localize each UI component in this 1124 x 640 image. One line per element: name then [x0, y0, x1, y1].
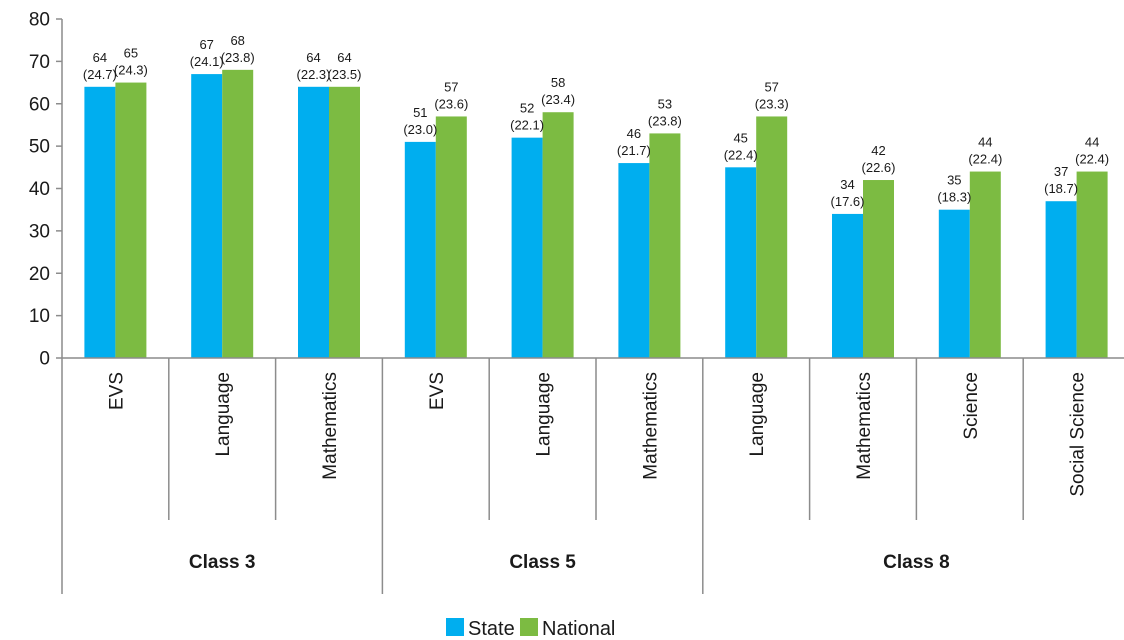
y-tick-label: 40	[29, 179, 50, 200]
bar-national	[756, 116, 788, 359]
value-label: 52	[520, 101, 534, 116]
sd-label: (24.1)	[190, 54, 224, 69]
sd-label: (22.6)	[862, 160, 896, 175]
sd-label: (18.3)	[937, 190, 971, 205]
sd-label: (23.8)	[221, 50, 255, 65]
sd-label: (23.8)	[648, 113, 682, 128]
bar-state	[404, 141, 436, 358]
sd-label: (18.7)	[1044, 181, 1078, 196]
value-label: 46	[627, 126, 641, 141]
bar-national	[969, 171, 1001, 358]
value-label: 64	[306, 50, 320, 65]
bar-state	[938, 209, 970, 358]
sd-label: (22.3)	[297, 67, 331, 82]
bar-national	[329, 86, 360, 359]
value-label: 44	[1085, 135, 1099, 150]
value-label: 64	[337, 50, 351, 65]
category-label: EVS	[106, 372, 127, 410]
y-tick-label: 80	[29, 10, 50, 31]
sd-label: (22.4)	[968, 152, 1002, 167]
sd-label: (23.3)	[755, 96, 789, 111]
value-label: 53	[658, 96, 672, 111]
y-tick-label: 10	[29, 306, 50, 327]
sd-label: (17.6)	[831, 194, 865, 209]
group-label: Class 5	[509, 552, 576, 573]
legend-label-national: National	[542, 618, 615, 640]
bar-national	[863, 180, 894, 358]
bar-state	[725, 167, 757, 358]
value-label: 44	[978, 135, 992, 150]
category-label: Language	[534, 372, 555, 457]
value-label: 42	[871, 143, 885, 158]
legend-swatch-state	[446, 618, 464, 636]
bar-national	[1076, 171, 1108, 358]
bar-state	[298, 86, 329, 359]
bar-national	[542, 112, 574, 358]
sd-label: (22.4)	[1075, 152, 1109, 167]
bars	[84, 69, 1108, 359]
sd-label: (23.0)	[403, 122, 437, 137]
category-label: Mathematics	[320, 372, 341, 480]
bar-state	[84, 86, 116, 359]
value-label: 35	[947, 173, 961, 188]
y-tick-label: 50	[29, 137, 50, 158]
bar-national	[649, 133, 681, 358]
value-label: 58	[551, 75, 565, 90]
bar-national	[115, 82, 147, 358]
legend-label-state: State	[468, 618, 515, 640]
category-label: Mathematics	[640, 372, 661, 480]
value-label: 57	[764, 79, 778, 94]
category-label: Language	[213, 372, 234, 457]
legend: State National	[446, 618, 615, 640]
group-label: Class 8	[883, 552, 950, 573]
bar-state	[191, 74, 223, 359]
value-label: 67	[199, 37, 213, 52]
value-label: 65	[124, 46, 138, 61]
value-label: 57	[444, 79, 458, 94]
value-label: 45	[733, 130, 747, 145]
bar-state	[618, 163, 650, 358]
y-tick-label: 20	[29, 264, 50, 285]
y-axis: 0 10 20 30 40 50 60 70 80	[29, 10, 63, 370]
y-tick-label: 60	[29, 94, 50, 115]
sd-label: (23.5)	[328, 67, 362, 82]
value-label: 68	[230, 33, 244, 48]
category-label: EVS	[427, 372, 448, 410]
sd-label: (22.4)	[724, 147, 758, 162]
category-label: Science	[961, 372, 982, 440]
value-label: 34	[840, 177, 854, 192]
sd-label: (23.6)	[434, 96, 468, 111]
sd-label: (24.3)	[114, 63, 148, 78]
y-tick-label: 30	[29, 221, 50, 242]
value-labels: 64 (24.7) 65 (24.3) 67 (24.1) 68 (23.8) 64 (22.3)…	[83, 33, 1109, 209]
sd-label: (22.1)	[510, 118, 544, 133]
group-label: Class 3	[189, 552, 256, 573]
value-label: 51	[413, 105, 427, 120]
sd-label: (23.4)	[541, 92, 575, 107]
legend-swatch-national	[520, 618, 538, 636]
bar-state	[1045, 201, 1077, 358]
bar-state	[832, 213, 863, 358]
y-tick-label: 0	[39, 349, 50, 370]
category-label: Language	[747, 372, 768, 457]
value-label: 64	[93, 50, 107, 65]
sd-label: (24.7)	[83, 67, 117, 82]
bar-state	[511, 137, 543, 358]
category-label: Social Science	[1068, 372, 1089, 497]
bar-national	[222, 69, 254, 358]
value-label: 37	[1054, 164, 1068, 179]
bar-national	[435, 116, 467, 359]
category-label: Mathematics	[854, 372, 875, 480]
sd-label: (21.7)	[617, 143, 651, 158]
x-axis: EVS Language Mathematics EVS Language Mathema…	[61, 357, 1124, 594]
y-tick-label: 70	[29, 52, 50, 73]
